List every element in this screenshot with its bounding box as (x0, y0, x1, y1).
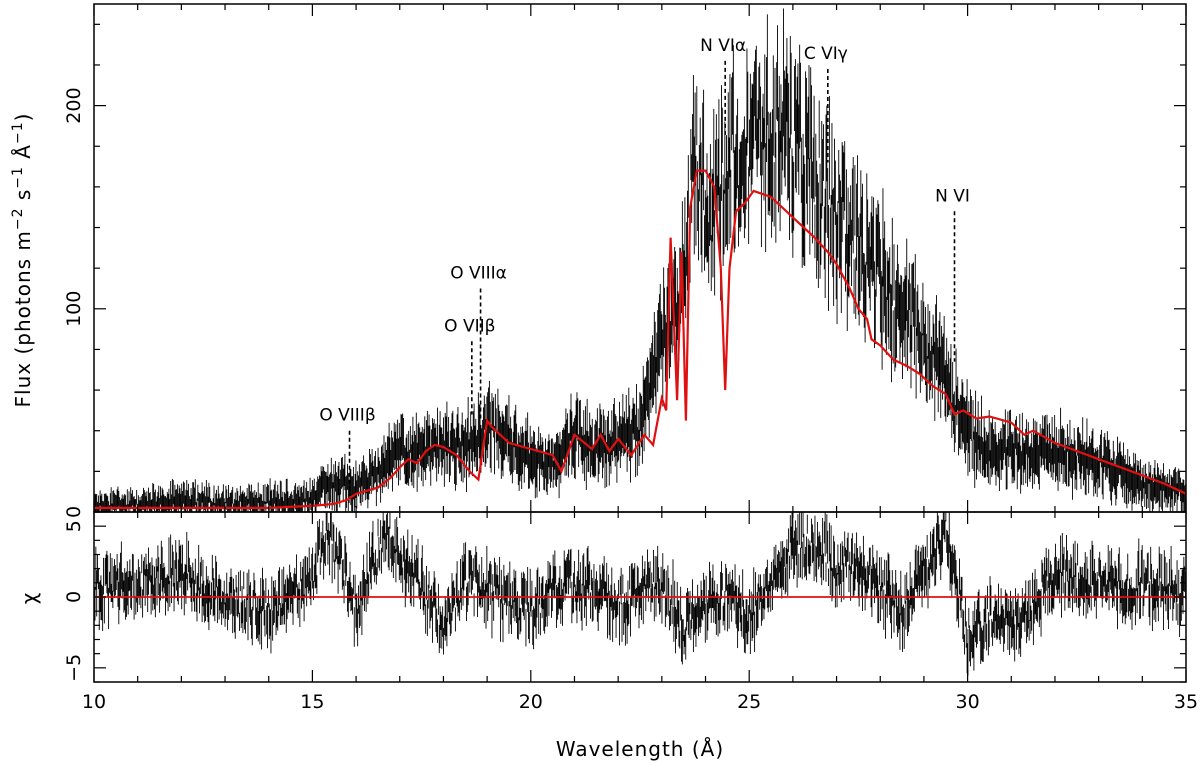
residual-panel: −5 0 5 10 15 20 25 30 35 (63, 511, 1198, 713)
y-axis-title: Flux (photons m−2 s−1 Å−1) (10, 113, 35, 408)
annotation-label: N VIα (700, 36, 746, 56)
residual-data (94, 512, 1187, 676)
residual-y-axis-title: χ (17, 592, 41, 605)
residual-ticks: −5 0 5 10 15 20 25 30 35 (63, 511, 1198, 713)
spectrum-panel: O VIIIβ O VIIβ O VIIIα N VIα C VIγ N VI 0 100 2… (63, 3, 1187, 518)
y-axis-title-mid1: s (11, 189, 35, 208)
model-curve (94, 169, 1187, 509)
residual-frame (93, 511, 1187, 683)
line-annotations: O VIIIβ O VIIβ O VIIIα N VIα C VIγ N VI (319, 36, 970, 496)
y-axis-title-suffix: ) (11, 113, 35, 122)
x-tick-label: 30 (956, 691, 980, 713)
axis-labels: Wavelength (Å) Flux (photons m−2 s−1 Å−1… (10, 113, 724, 761)
y-axis-title-prefix: Flux (photons m (11, 230, 35, 407)
y-tick-label: 0 (63, 591, 85, 603)
y-tick-label: 5 (63, 520, 85, 532)
y-tick-label: −5 (63, 654, 85, 682)
x-axis-title: Wavelength (Å) (556, 737, 724, 761)
annotation-label: O VIIIα (450, 263, 507, 283)
y-tick-label: 200 (63, 87, 85, 123)
x-tick-label: 15 (300, 691, 324, 713)
annotation-label: O VIIIβ (319, 406, 375, 426)
y-axis-title-mid2: Å (11, 144, 35, 166)
x-tick-label: 20 (519, 691, 543, 713)
y-axis-title-exp2: −1 (10, 166, 26, 189)
x-tick-label: 25 (737, 691, 761, 713)
x-tick-label: 10 (82, 691, 106, 713)
y-axis-title-exp3: −1 (10, 121, 26, 144)
x-tick-label: 35 (1174, 691, 1198, 713)
observed-spectrum (94, 8, 1187, 512)
y-tick-label: 100 (63, 291, 85, 327)
model-spectrum (94, 169, 1187, 509)
annotation-label: N VI (935, 186, 970, 206)
y-tick-label: 0 (63, 506, 85, 518)
annotation-label: O VIIβ (444, 316, 495, 336)
annotation-label: C VIγ (804, 44, 848, 64)
y-axis-title-exp1: −2 (10, 207, 26, 230)
